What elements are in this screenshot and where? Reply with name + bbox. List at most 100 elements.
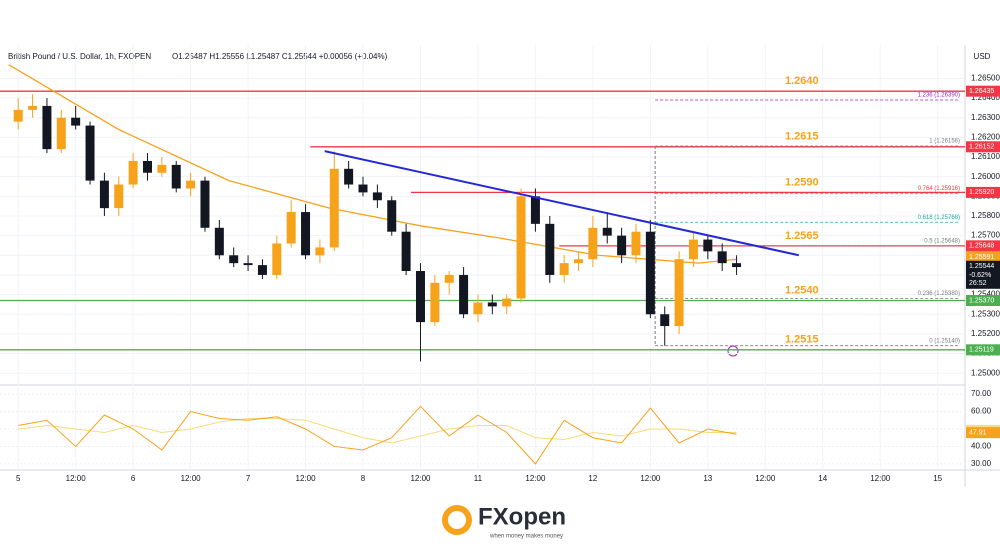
current-timer: 26:52	[969, 280, 987, 287]
level-caption: 1.2540	[785, 284, 819, 296]
level-caption: 1.2515	[785, 334, 819, 346]
chart-title: British Pound / U.S. Dollar, 1h, FXOPEN	[8, 52, 151, 61]
x-tick-label: 7	[246, 474, 251, 483]
candle-body	[243, 263, 253, 266]
candle-body	[85, 125, 95, 181]
price-tag-label: 1.25920	[969, 189, 994, 196]
candle-body	[157, 164, 167, 173]
price-tag-label: 1.25370	[969, 297, 994, 304]
current-price: 1.25544	[969, 263, 994, 270]
candle-body	[42, 105, 52, 150]
x-tick-label: 12:00	[870, 474, 891, 483]
candle-body	[732, 263, 742, 268]
quote: O1.25487 H1.25556 L1.25487 C1.25544 +0.0…	[172, 52, 388, 61]
candle-body	[617, 235, 627, 256]
logo-brand: FXopen	[478, 503, 566, 530]
price-tag	[966, 141, 1000, 153]
price-tag-label: 1.26152	[969, 144, 994, 151]
x-tick-label: 6	[131, 474, 136, 483]
y-tick-label: 1.26200	[971, 132, 1000, 141]
candle-body	[387, 200, 397, 232]
fib-label: 0.618 (1.25768)	[918, 215, 960, 221]
candle-body	[143, 160, 153, 173]
fib-label: 0.236 (1.25380)	[918, 291, 960, 297]
level-caption: 1.2640	[785, 75, 819, 87]
candle-body	[186, 180, 196, 189]
candle-body	[214, 227, 224, 256]
candle-body	[372, 192, 382, 201]
rsi-tag	[966, 427, 1000, 439]
candle-body	[631, 231, 641, 256]
candle-body	[128, 160, 138, 185]
currency: USD	[974, 52, 991, 61]
candle-body	[473, 302, 483, 315]
x-tick-label: 14	[818, 474, 827, 483]
fib-label: 1 (1.26156)	[929, 139, 960, 145]
candle-body	[71, 117, 81, 126]
x-tick-label: 5	[16, 474, 21, 483]
candle-body	[530, 196, 540, 224]
candle-body	[358, 184, 368, 193]
current-tag	[966, 260, 1000, 289]
y-tick-label: 1.25700	[971, 231, 1000, 240]
candle-body	[114, 184, 124, 209]
y-tick-label: 1.25400	[971, 290, 1000, 299]
candle-body	[229, 255, 239, 264]
candle-body	[344, 168, 354, 185]
candle-body	[13, 109, 23, 122]
x-tick-label: 12:00	[525, 474, 546, 483]
rsi-signal	[18, 418, 737, 444]
x-tick-label: 12	[588, 474, 597, 483]
candle-body	[459, 274, 469, 315]
candle-body	[703, 239, 713, 252]
x-tick-label: 12:00	[66, 474, 87, 483]
price-tag	[966, 251, 1000, 263]
price-tag-label: 1.25119	[969, 347, 994, 354]
logo-icon	[448, 511, 466, 529]
rsi-line	[18, 405, 737, 465]
y-tick-label: 1.25800	[971, 211, 1000, 220]
y-tick-label: 1.25300	[971, 309, 1000, 318]
price-tag	[966, 186, 1000, 198]
candle-body	[574, 259, 584, 264]
candle-body	[602, 227, 612, 236]
candle-body	[588, 227, 598, 260]
rsi-tick-label: 60.00	[971, 407, 992, 416]
x-tick-label: 15	[933, 474, 942, 483]
candle-body	[257, 265, 267, 275]
y-tick-label: 1.26300	[971, 113, 1000, 122]
y-tick-label: 1.26100	[971, 152, 1000, 161]
x-tick-label: 11	[474, 474, 483, 483]
candle-body	[688, 239, 698, 260]
price-tag-label: 1.25648	[969, 243, 994, 250]
level-caption: 1.2590	[785, 176, 819, 188]
candle-body	[430, 282, 440, 323]
candle-body	[28, 105, 38, 110]
candle-body	[401, 231, 411, 272]
rsi-tick-label: 40.00	[971, 442, 992, 451]
x-tick-label: 13	[703, 474, 712, 483]
price-tag	[966, 294, 1000, 306]
candle-body	[272, 243, 282, 275]
y-tick-label: 1.26400	[971, 93, 1000, 102]
x-tick-label: 12:00	[640, 474, 661, 483]
rsi-tag-label: 47.91	[969, 429, 987, 436]
candle-body	[444, 274, 454, 283]
fib-label: 0 (1.25140)	[929, 338, 960, 344]
x-tick-label: 12:00	[181, 474, 202, 483]
candle-body	[559, 263, 569, 275]
level-caption: 1.2565	[785, 230, 819, 242]
logo-tagline: when money makes money	[489, 534, 563, 540]
candle-body	[56, 117, 66, 150]
candle-body	[99, 180, 109, 209]
rsi-tick-label: 30.00	[971, 459, 992, 468]
price-tag-label: 1.26435	[969, 88, 994, 95]
current-change: -0.62%	[969, 272, 991, 279]
price-tag	[966, 240, 1000, 252]
candle-body	[200, 180, 210, 228]
x-tick-label: 12:00	[296, 474, 317, 483]
candle-body	[315, 247, 325, 256]
candle-body	[329, 168, 339, 248]
candle-body	[717, 251, 727, 264]
